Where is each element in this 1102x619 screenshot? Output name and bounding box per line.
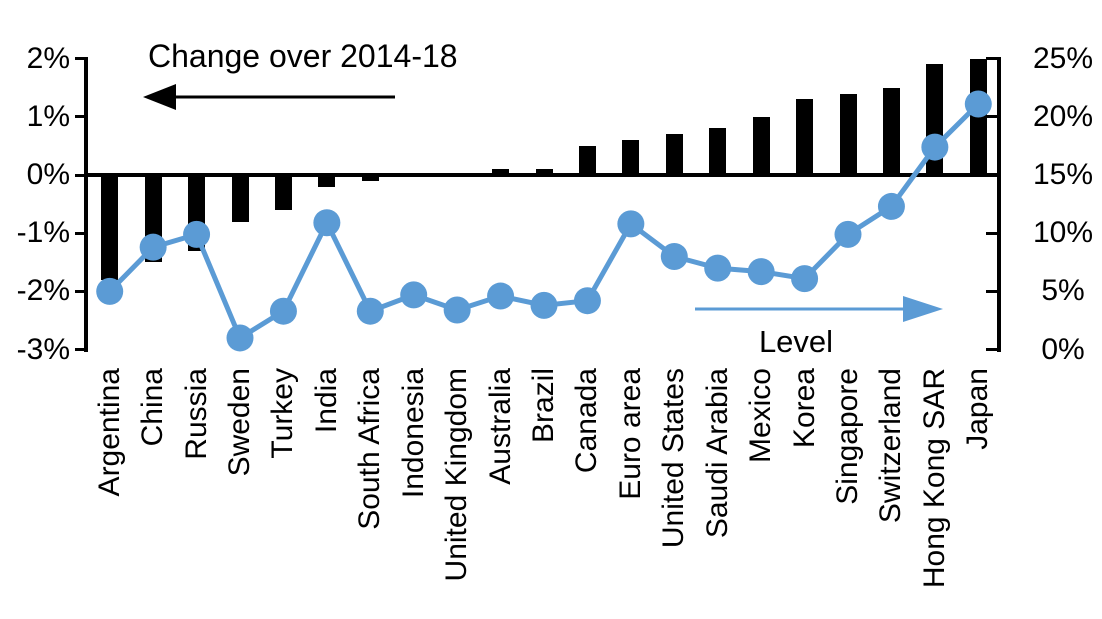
bar-brazil	[535, 169, 553, 175]
level-point-south-africa	[356, 297, 384, 325]
level-point-india	[313, 209, 341, 237]
left-axis-tick-label: 2%	[26, 41, 70, 75]
right-axis-tick-label: 25%	[1032, 41, 1094, 75]
right-axis-tick	[986, 173, 998, 177]
bar-singapore	[839, 93, 857, 175]
bar-korea	[796, 99, 814, 175]
bar-south-africa	[361, 175, 379, 181]
x-axis-label-indonesia: Indonesia	[396, 368, 430, 499]
left-axis-tick	[75, 57, 85, 61]
bar-india	[318, 175, 336, 187]
left-series-annotation: Change over 2014-18	[148, 38, 458, 74]
bar-japan	[969, 58, 987, 175]
x-axis-label-china: China	[136, 368, 170, 447]
left-axis-tick-label: 1%	[26, 99, 70, 133]
x-axis-label-saudi-arabia: Saudi Arabia	[700, 368, 734, 539]
x-axis-label-mexico: Mexico	[744, 368, 778, 464]
level-point-united-kingdom	[443, 296, 471, 324]
x-axis-label-turkey: Turkey	[266, 368, 300, 459]
x-axis-label-india: India	[309, 368, 343, 434]
bar-china	[144, 175, 162, 263]
level-point-mexico	[747, 258, 775, 286]
x-axis-label-canada: Canada	[570, 368, 604, 474]
x-axis-label-euro-area: Euro area	[613, 368, 647, 500]
bar-mexico	[752, 116, 770, 175]
left-axis-tick-label: -1%	[16, 216, 70, 250]
left-axis-tick	[75, 289, 85, 293]
x-axis-label-united-kingdom: United Kingdom	[440, 368, 474, 582]
right-axis-tick-label: 5%	[1041, 274, 1085, 308]
left-axis-tick-label: 0%	[26, 158, 70, 191]
left-axis-tick	[75, 348, 85, 352]
right-axis-tick-label: 20%	[1032, 99, 1094, 133]
left-arrow-icon	[143, 84, 395, 110]
level-point-brazil	[530, 291, 558, 319]
level-point-united-states	[660, 242, 688, 270]
right-series-annotation: Level	[758, 324, 834, 359]
right-axis-spine	[997, 57, 1001, 352]
bar-united-states	[665, 134, 683, 175]
x-axis-label-australia: Australia	[483, 368, 517, 485]
left-axis-spine	[84, 57, 88, 352]
left-axis-tick	[75, 231, 85, 235]
right-axis-tick	[986, 57, 998, 61]
left-axis-tick-label: -2%	[16, 274, 70, 308]
x-axis-label-russia: Russia	[179, 368, 213, 460]
x-axis-label-hong-kong-sar: Hong Kong SAR	[917, 368, 951, 589]
x-axis-label-argentina: Argentina	[92, 368, 126, 497]
level-point-korea	[791, 265, 819, 293]
right-axis-tick	[986, 289, 998, 293]
bar-argentina	[101, 175, 119, 280]
x-axis-label-brazil: Brazil	[527, 368, 560, 444]
level-point-indonesia	[400, 281, 428, 309]
x-axis-label-korea: Korea	[787, 368, 821, 449]
level-point-canada	[573, 287, 601, 315]
left-axis-tick-label: -3%	[16, 332, 70, 366]
level-point-argentina	[96, 277, 124, 305]
bar-turkey	[274, 175, 292, 210]
bar-switzerland	[882, 87, 900, 175]
right-arrow-icon	[695, 296, 943, 322]
x-axis-label-switzerland: Switzerland	[874, 368, 908, 524]
right-axis-tick	[986, 115, 998, 119]
bar-russia	[188, 175, 206, 251]
bar-australia	[492, 169, 510, 175]
bar-sweden	[231, 175, 249, 222]
right-axis-tick	[986, 231, 998, 235]
level-point-australia	[487, 282, 515, 310]
level-point-switzerland	[877, 192, 905, 220]
right-axis-tick-label: 15%	[1032, 158, 1094, 191]
right-axis-tick	[986, 348, 998, 352]
x-axis-label-sweden: Sweden	[223, 368, 256, 477]
bar-canada	[578, 145, 596, 175]
level-point-turkey	[269, 297, 297, 325]
x-axis-label-united-states: United States	[657, 368, 691, 549]
left-axis-tick	[75, 173, 85, 177]
bar-euro-area	[622, 140, 640, 175]
level-point-saudi-arabia	[704, 254, 732, 282]
x-axis-label-japan: Japan	[961, 368, 995, 450]
x-axis-label-singapore: Singapore	[831, 368, 864, 505]
level-point-euro-area	[617, 210, 645, 238]
bar-hong-kong-sar	[926, 64, 944, 175]
right-axis-tick-label: 0%	[1041, 332, 1085, 366]
right-axis-tick-label: 10%	[1032, 216, 1094, 250]
level-point-sweden	[226, 324, 254, 352]
bar-saudi-arabia	[709, 128, 727, 175]
level-point-singapore	[834, 220, 862, 248]
left-axis-tick	[75, 115, 85, 119]
x-axis-label-south-africa: South Africa	[353, 368, 387, 530]
